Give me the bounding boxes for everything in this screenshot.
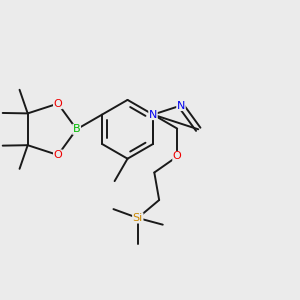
- Text: N: N: [177, 100, 185, 110]
- Text: Si: Si: [133, 213, 143, 223]
- Text: O: O: [173, 152, 182, 161]
- Text: N: N: [149, 110, 157, 120]
- Text: B: B: [73, 124, 80, 134]
- Text: O: O: [54, 150, 62, 160]
- Text: O: O: [54, 99, 62, 109]
